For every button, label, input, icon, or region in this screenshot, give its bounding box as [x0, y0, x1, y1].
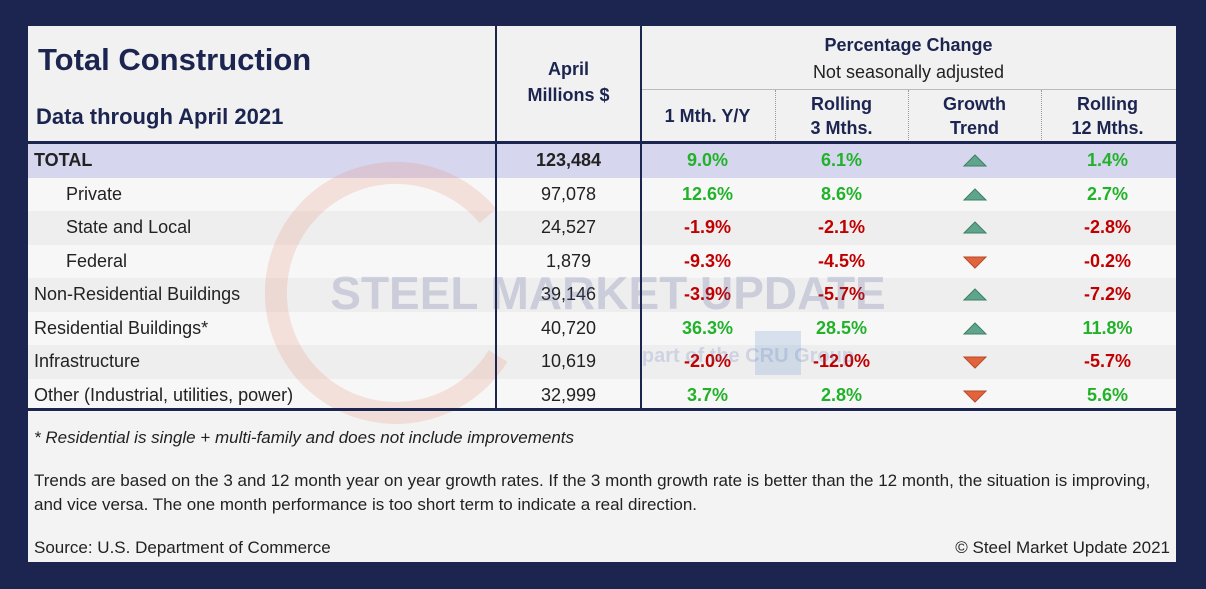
row-label: State and Local	[66, 217, 192, 237]
copyright: © Steel Market Update 2021	[955, 538, 1170, 557]
trend-icon	[962, 154, 987, 167]
header-line: Growth	[943, 94, 1006, 114]
row-label: Other (Industrial, utilities, power)	[34, 384, 294, 405]
row-label: TOTAL	[34, 150, 93, 170]
group-subtitle: Not seasonally adjusted	[812, 62, 1005, 82]
watermark-tagline: part of the CRU Group	[642, 345, 854, 367]
header-line: Rolling	[1077, 94, 1138, 114]
row-value: 40,720	[540, 317, 597, 338]
watermark-logo	[755, 331, 801, 375]
trend-icon	[962, 221, 987, 234]
row-value: 39,146	[540, 284, 597, 304]
trend-up	[962, 288, 987, 301]
pct-cell: -4.5%	[817, 250, 866, 271]
pct-cell: 8.6%	[820, 183, 863, 204]
trend-icon	[962, 321, 987, 334]
column-header: Growth Trend	[908, 92, 1041, 140]
pct-cell: -1.9%	[683, 217, 732, 237]
watermark-brand: STEEL MARKET UPDATE	[330, 267, 885, 319]
row-bg	[28, 177, 1176, 211]
header-line: 12 Mths.	[1071, 118, 1144, 138]
row-bg	[28, 244, 1176, 278]
row-value: 123,484	[535, 150, 602, 170]
row-bg	[28, 378, 1176, 412]
pct-cell: 1.4%	[1086, 150, 1129, 170]
pct-cell: 3.7%	[686, 384, 729, 405]
pct-cell: 36.3%	[681, 317, 734, 338]
pct-cell: 12.6%	[681, 183, 734, 204]
pct-cell: -5.7%	[817, 284, 866, 304]
trend-up	[962, 221, 987, 234]
pct-cell: -2.1%	[817, 217, 866, 237]
pct-cell: -7.2%	[1083, 284, 1132, 304]
trend-up	[962, 154, 987, 167]
row-label: Infrastructure	[34, 351, 141, 371]
watermark: STEEL MARKET UPDATE part of the CRU Grou…	[264, 161, 886, 424]
header-line: Trend	[949, 118, 999, 138]
trend-up	[962, 187, 987, 200]
header-line: 1 Mth. Y/Y	[664, 106, 751, 126]
row-value: 1,879	[545, 250, 592, 271]
header-line: April	[547, 59, 589, 79]
trend-down	[962, 356, 987, 369]
row-label: Residential Buildings*	[34, 317, 209, 338]
header-line: 3 Mths.	[810, 118, 873, 138]
trend-icon	[962, 288, 987, 301]
row-bg	[28, 278, 1176, 312]
trend-icon	[962, 187, 987, 200]
row-bg	[28, 345, 1176, 379]
rule	[640, 26, 642, 410]
row-value: 10,619	[540, 351, 597, 371]
pct-cell: 11.8%	[1082, 317, 1133, 338]
pct-cell: -2.8%	[1083, 217, 1132, 237]
pct-cell: 9.0%	[686, 150, 729, 170]
column-header: Rolling 12 Mths.	[1041, 92, 1174, 140]
pct-cell: 2.7%	[1086, 183, 1129, 204]
row-bg	[28, 211, 1176, 245]
row-bg	[28, 311, 1176, 345]
row-value: 97,078	[540, 183, 597, 204]
explanation: Trends are based on the 3 and 12 month y…	[34, 471, 1151, 514]
trend-icon	[962, 390, 987, 403]
divider	[641, 89, 1176, 90]
title: Total Construction	[38, 42, 312, 77]
trend-down	[962, 256, 987, 269]
trend-up	[962, 321, 987, 334]
row-value: 24,527	[540, 217, 597, 237]
pct-cell: -3.9%	[683, 284, 732, 304]
pct-cell: 2.8%	[820, 384, 863, 405]
row-label: Private	[66, 183, 123, 204]
subtitle: Data through April 2021	[36, 104, 284, 129]
value-header: April Millions $	[496, 59, 641, 106]
row-bg	[28, 144, 1176, 178]
rule	[28, 141, 1176, 144]
pct-cell: -5.7%	[1083, 351, 1132, 371]
rule	[28, 408, 1176, 411]
header-bg	[28, 26, 1176, 142]
trend-down	[962, 390, 987, 403]
row-label: Federal	[66, 250, 128, 271]
trend-icon	[962, 256, 987, 269]
row-value: 32,999	[540, 384, 597, 405]
source: Source: U.S. Department of Commerce	[34, 538, 331, 557]
group-title: Percentage Change	[824, 35, 993, 55]
pct-cell: 28.5%	[815, 317, 868, 338]
header-line: Rolling	[811, 94, 872, 114]
pct-cell: 6.1%	[820, 150, 863, 170]
pct-cell: 5.6%	[1086, 384, 1129, 405]
column-header: Rolling 3 Mths.	[775, 92, 908, 140]
rule	[495, 26, 497, 410]
pct-cell: -12.0%	[812, 351, 871, 371]
footnote: * Residential is single + multi-family a…	[34, 428, 575, 447]
pct-cell: -9.3%	[683, 250, 732, 271]
pct-cell: -2.0%	[683, 351, 732, 371]
header-line: Millions $	[527, 85, 610, 105]
row-label: Non-Residential Buildings	[34, 284, 241, 304]
column-header: 1 Mth. Y/Y	[641, 104, 774, 128]
table-panel: Total Construction Data through April 20…	[28, 26, 1176, 562]
pct-cell: -0.2%	[1083, 250, 1132, 271]
trend-icon	[962, 356, 987, 369]
